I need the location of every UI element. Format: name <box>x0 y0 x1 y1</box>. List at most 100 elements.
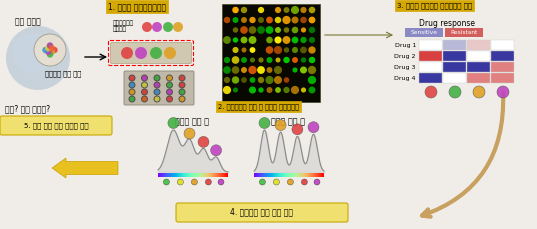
Circle shape <box>309 57 315 63</box>
Circle shape <box>266 26 273 34</box>
Circle shape <box>155 90 159 95</box>
Text: Drug 1: Drug 1 <box>395 43 416 48</box>
Circle shape <box>259 179 265 185</box>
Circle shape <box>241 67 247 73</box>
Circle shape <box>258 77 264 83</box>
Circle shape <box>275 7 281 13</box>
Circle shape <box>284 57 290 63</box>
Circle shape <box>241 57 247 63</box>
Circle shape <box>301 179 307 185</box>
Text: 예후? 다섯 항암제?: 예후? 다섯 항암제? <box>5 104 50 113</box>
Circle shape <box>154 74 161 82</box>
Bar <box>467 73 490 83</box>
Circle shape <box>241 17 247 23</box>
Circle shape <box>449 86 461 98</box>
Circle shape <box>284 27 289 33</box>
Circle shape <box>284 7 289 13</box>
Text: Drug 3: Drug 3 <box>395 65 416 70</box>
Circle shape <box>47 42 53 49</box>
Circle shape <box>250 77 256 83</box>
Bar <box>445 28 483 37</box>
Circle shape <box>49 45 55 51</box>
Text: Drug 4: Drug 4 <box>395 76 416 81</box>
Circle shape <box>141 95 148 103</box>
Circle shape <box>309 16 315 23</box>
Bar <box>467 51 490 61</box>
Circle shape <box>275 87 281 93</box>
Circle shape <box>266 37 273 43</box>
Bar <box>443 62 466 72</box>
Circle shape <box>34 34 66 66</box>
Circle shape <box>49 49 55 55</box>
Circle shape <box>155 82 159 87</box>
Circle shape <box>292 47 298 53</box>
Text: 3. 어레이 내에서의 약물반응성 검사: 3. 어레이 내에서의 약물반응성 검사 <box>397 2 472 9</box>
Text: 세포자기조립
유도인자: 세포자기조립 유도인자 <box>113 20 134 32</box>
Circle shape <box>163 22 173 32</box>
Circle shape <box>178 82 185 88</box>
Circle shape <box>274 76 282 84</box>
Circle shape <box>308 122 319 133</box>
Circle shape <box>128 74 135 82</box>
Circle shape <box>300 17 307 23</box>
Circle shape <box>309 87 315 93</box>
Circle shape <box>142 82 147 87</box>
Circle shape <box>257 66 265 74</box>
Circle shape <box>258 7 264 13</box>
Circle shape <box>250 47 256 53</box>
Circle shape <box>184 128 195 139</box>
Circle shape <box>232 76 239 84</box>
Bar <box>419 62 442 72</box>
Circle shape <box>240 26 248 34</box>
Circle shape <box>497 86 509 98</box>
Circle shape <box>166 74 173 82</box>
Circle shape <box>45 45 52 51</box>
Circle shape <box>179 96 185 101</box>
Circle shape <box>473 86 485 98</box>
Circle shape <box>128 95 135 103</box>
Bar <box>443 73 466 83</box>
Circle shape <box>292 16 299 24</box>
Bar <box>467 40 490 50</box>
Circle shape <box>291 6 299 14</box>
FancyBboxPatch shape <box>176 203 348 222</box>
Circle shape <box>128 88 135 95</box>
Circle shape <box>166 82 173 88</box>
Circle shape <box>150 47 162 59</box>
Text: 1. 형질별 자기조립체유도: 1. 형질별 자기조립체유도 <box>108 2 166 11</box>
Bar <box>443 40 466 50</box>
Circle shape <box>177 179 184 185</box>
Circle shape <box>425 86 437 98</box>
Circle shape <box>287 179 293 185</box>
Circle shape <box>300 7 307 13</box>
Circle shape <box>163 179 169 185</box>
Circle shape <box>266 46 273 54</box>
Circle shape <box>257 26 265 34</box>
Circle shape <box>129 82 134 87</box>
Bar <box>491 51 514 61</box>
Text: Drug 2: Drug 2 <box>395 54 416 59</box>
Text: Sensitive: Sensitive <box>410 30 438 35</box>
Circle shape <box>142 90 147 95</box>
Bar <box>491 73 514 83</box>
Circle shape <box>301 87 306 93</box>
Circle shape <box>300 66 307 74</box>
Circle shape <box>178 74 185 82</box>
Circle shape <box>233 27 238 33</box>
Circle shape <box>309 27 315 33</box>
Circle shape <box>275 120 286 131</box>
Text: 5. 예후 기반 다섯 항암제 제안: 5. 예후 기반 다섯 항암제 제안 <box>24 122 88 129</box>
Circle shape <box>191 179 198 185</box>
Circle shape <box>284 87 289 93</box>
Circle shape <box>300 47 307 53</box>
Circle shape <box>301 57 306 63</box>
Circle shape <box>154 88 161 95</box>
Circle shape <box>233 87 238 93</box>
Circle shape <box>152 22 162 32</box>
Bar <box>419 51 442 61</box>
Circle shape <box>179 76 185 81</box>
Circle shape <box>266 57 272 63</box>
Circle shape <box>241 77 247 83</box>
Circle shape <box>300 37 307 43</box>
Circle shape <box>265 76 273 84</box>
